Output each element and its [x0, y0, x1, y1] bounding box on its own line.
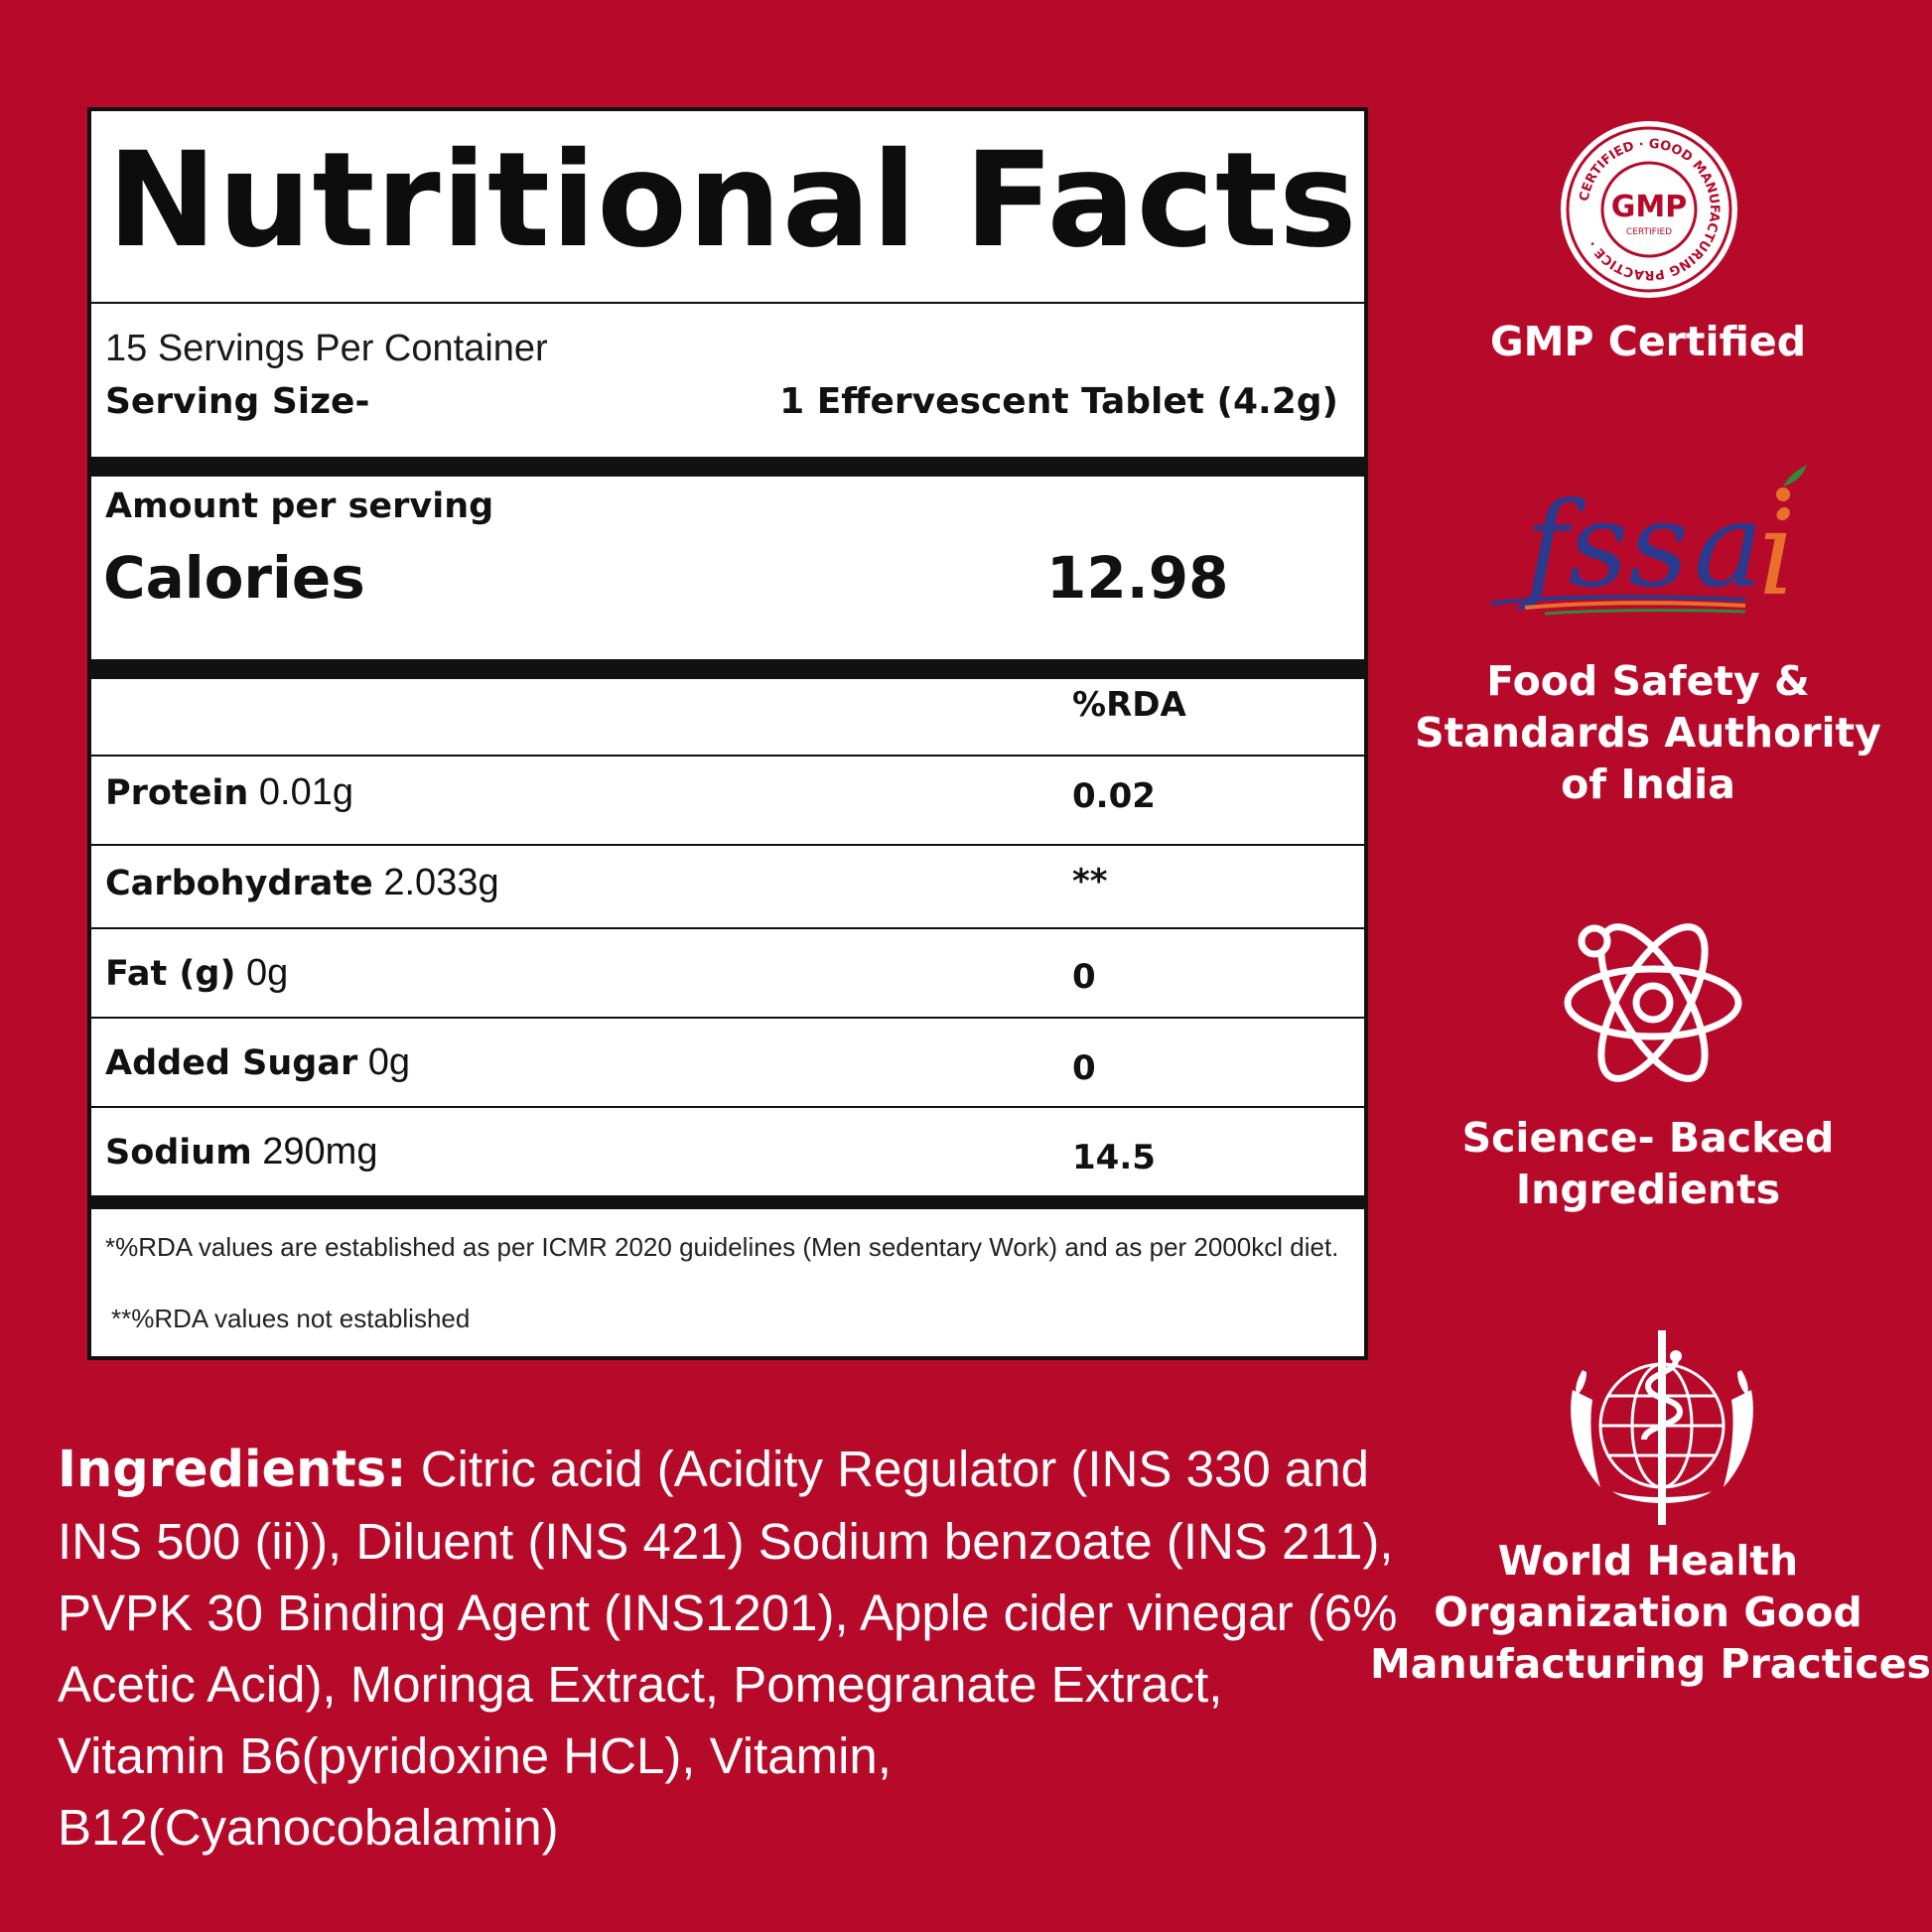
nutrient-rda: 0: [1072, 957, 1096, 997]
svg-text:GMP: GMP: [1611, 190, 1687, 224]
nutrient-rda: 0: [1072, 1048, 1096, 1088]
ingredients-label: Ingredients:: [58, 1441, 407, 1499]
divider: [91, 927, 1364, 929]
fssai-label-line: Standards Authority: [1415, 709, 1881, 757]
fssai-label: Food Safety & Standards Authority of Ind…: [1390, 655, 1906, 810]
nutrient-amount: 2.033g: [372, 862, 499, 903]
nutrient-amount: 0g: [357, 1041, 411, 1083]
nutrient-name: Protein: [105, 773, 249, 813]
nutrient-name: Fat (g): [105, 954, 236, 994]
panel-title: Nutritional Facts: [107, 124, 1358, 277]
fssai-label-line: Food Safety &: [1486, 657, 1810, 705]
divider: [91, 1106, 1364, 1108]
footnote-not-established: **%RDA values not established: [111, 1304, 471, 1333]
nutrient-name: Added Sugar: [105, 1043, 358, 1083]
who-label-line: Organization Good: [1434, 1588, 1863, 1636]
nutrient-row-carbohydrate: Carbohydrate 2.033g: [105, 862, 499, 904]
gmp-seal-icon: CERTIFIED · GOOD MANUFACTURING PRACTICE …: [1561, 121, 1737, 298]
who-label: World Health Organization Good Manufactu…: [1370, 1535, 1931, 1690]
calories-value: 12.98: [1046, 544, 1229, 612]
nutrient-rda: 0.02: [1072, 776, 1156, 816]
divider: [91, 755, 1364, 757]
nutrition-facts-panel: Nutritional Facts 15 Servings Per Contai…: [87, 107, 1368, 1360]
nutrient-row-sodium: Sodium 290mg: [105, 1131, 377, 1173]
divider: [91, 1017, 1364, 1019]
nutrient-rda: 14.5: [1072, 1138, 1156, 1177]
thick-divider: [91, 659, 1364, 679]
divider: [91, 844, 1364, 846]
nutrient-amount: 0g: [235, 952, 289, 994]
science-label-line: Science- Backed: [1461, 1114, 1835, 1162]
nutrient-name: Sodium: [105, 1133, 252, 1173]
divider: [91, 302, 1364, 304]
science-label: Science- Backed Ingredients: [1410, 1112, 1886, 1215]
svg-text:CERTIFIED: CERTIFIED: [1626, 227, 1672, 237]
serving-size-label: Serving Size-: [105, 381, 370, 422]
servings-per-container: 15 Servings Per Container: [105, 328, 548, 369]
gmp-label: GMP Certified: [1489, 318, 1807, 365]
thick-divider: [91, 1195, 1364, 1209]
thick-divider: [91, 457, 1364, 477]
svg-text:i: i: [1758, 484, 1796, 621]
svg-text:a: a: [1694, 477, 1763, 614]
calories-label: Calories: [103, 544, 365, 612]
rda-header: %RDA: [1072, 685, 1186, 725]
fssai-label-line: of India: [1561, 760, 1735, 808]
nutrient-amount: 0.01g: [248, 771, 353, 813]
who-label-line: Manufacturing Practices: [1370, 1640, 1931, 1688]
nutrient-amount: 290mg: [251, 1131, 378, 1173]
nutrient-name: Carbohydrate: [105, 864, 373, 903]
who-label-line: World Health: [1497, 1537, 1799, 1585]
footnote-rda: *%RDA values are established as per ICMR…: [105, 1232, 1339, 1262]
who-emblem-icon: [1571, 1330, 1753, 1525]
serving-size-value: 1 Effervescent Tablet (4.2g): [779, 381, 1338, 422]
svg-text:fss: fss: [1517, 477, 1689, 614]
nutrient-rda: **: [1072, 862, 1108, 901]
atom-icon: [1564, 923, 1742, 1082]
fssai-logo-icon: fss a i: [1490, 465, 1807, 621]
ingredients-text: Ingredients: Citric acid (Acidity Regula…: [58, 1434, 1398, 1863]
nutrient-row-protein: Protein 0.01g: [105, 771, 353, 814]
ingredients-list: Citric acid (Acidity Regulator (INS 330 …: [58, 1441, 1398, 1856]
nutrient-row-fat: Fat (g) 0g: [105, 952, 288, 995]
nutrient-row-added-sugar: Added Sugar 0g: [105, 1041, 410, 1084]
amount-per-serving: Amount per serving: [105, 486, 494, 526]
science-label-line: Ingredients: [1515, 1166, 1781, 1213]
